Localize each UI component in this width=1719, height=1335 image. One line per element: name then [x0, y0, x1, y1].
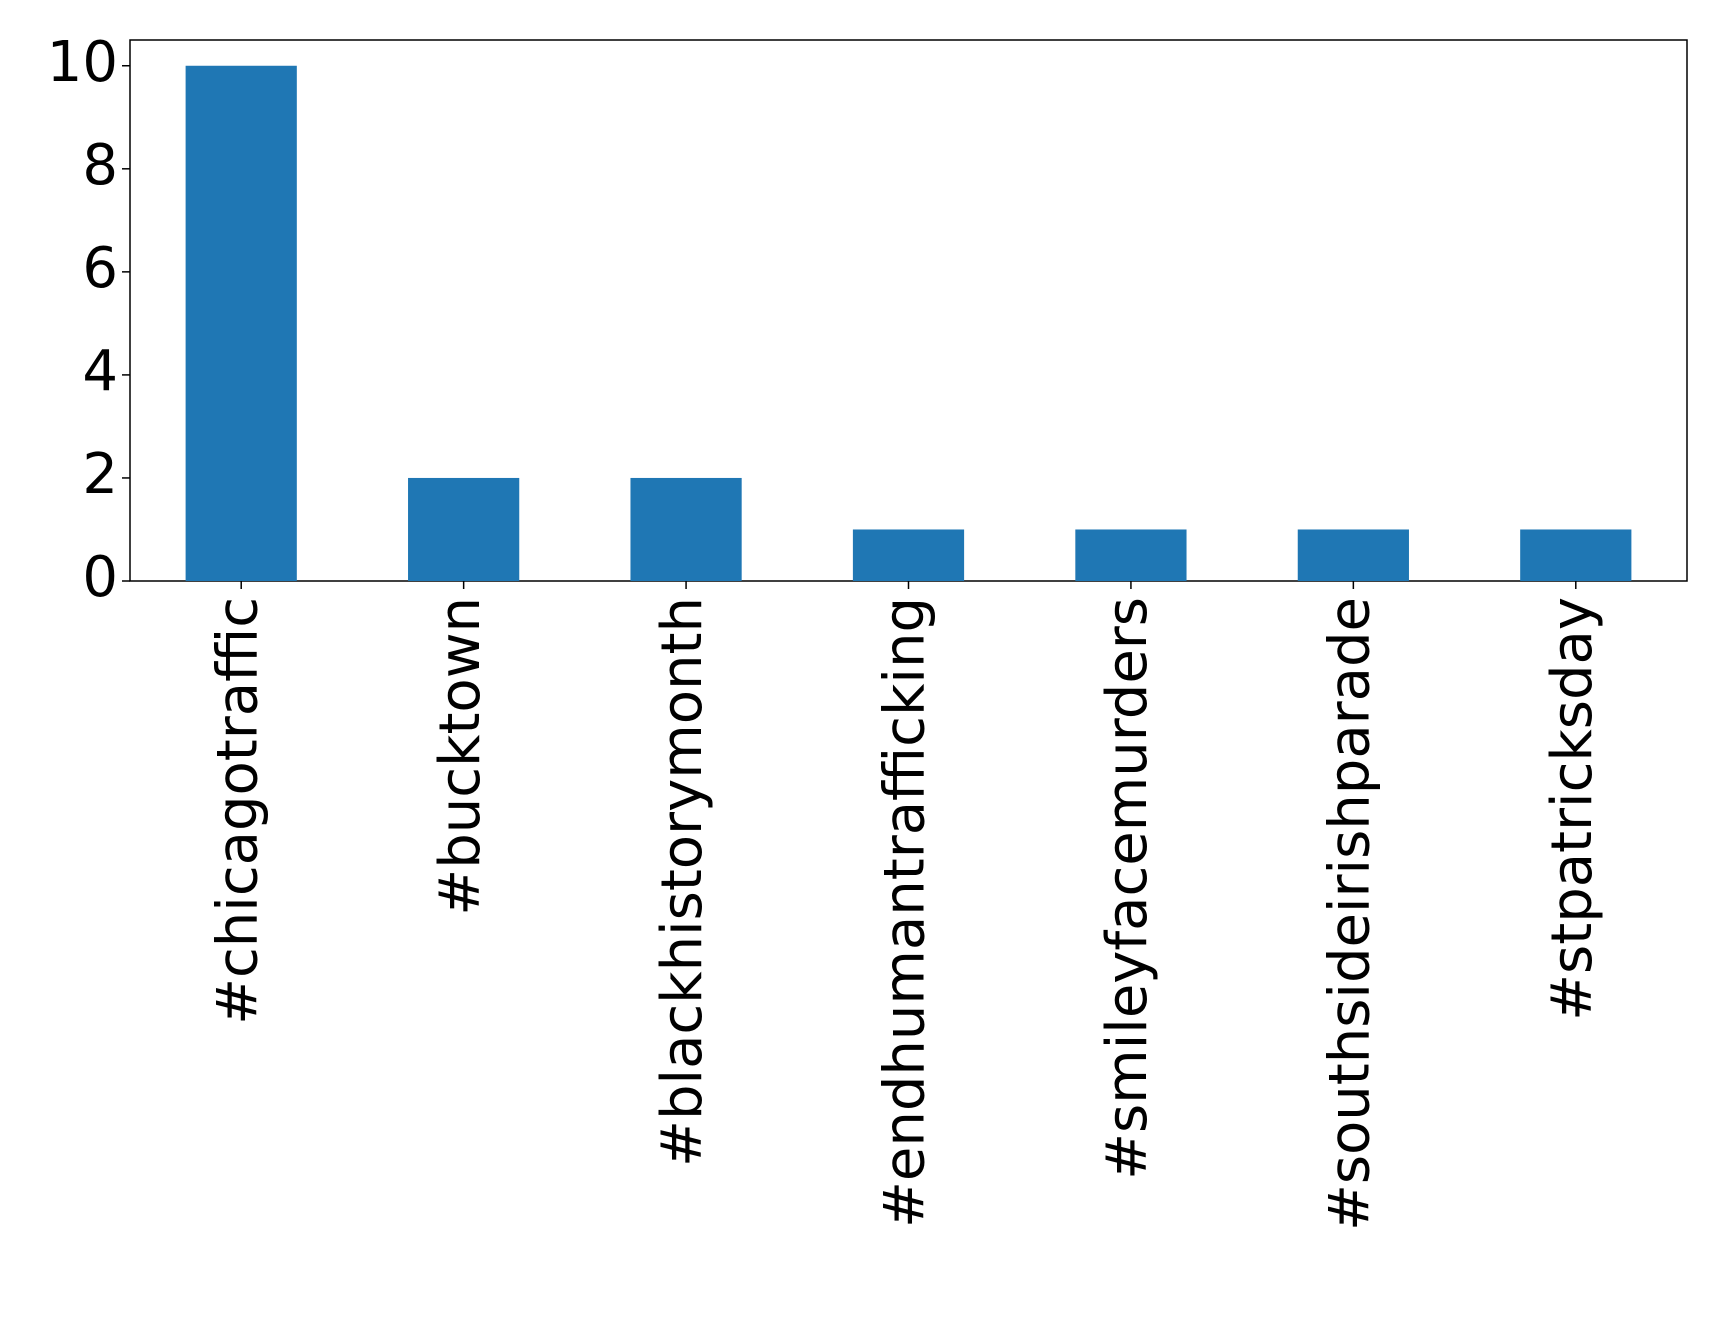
plot-frame — [129, 39, 1688, 582]
y-tick-label: 0 — [82, 545, 118, 610]
x-tick-label: #bucktown — [428, 597, 493, 916]
bar — [1075, 529, 1187, 581]
x-tick-label: #blackhistorymonth — [650, 597, 715, 1167]
y-tick-label: 4 — [82, 339, 118, 404]
bar — [630, 477, 742, 581]
x-tick-label: #endhumantrafficking — [873, 597, 938, 1228]
x-tick-label: #smileyfacemurders — [1095, 597, 1160, 1180]
x-tick-label: #chicagotraffic — [205, 597, 270, 1025]
y-tick-label: 10 — [47, 30, 118, 95]
bar — [852, 529, 965, 581]
bar — [1297, 529, 1409, 581]
bar — [185, 65, 297, 581]
x-tick-label: #southsideirishparade — [1317, 597, 1382, 1231]
y-tick-label: 8 — [82, 133, 118, 198]
bar — [408, 477, 520, 581]
bar — [1520, 529, 1632, 581]
x-tick-label: #stpatricksday — [1540, 597, 1605, 1021]
y-tick-label: 2 — [82, 442, 118, 507]
y-tick-label: 6 — [82, 236, 118, 301]
